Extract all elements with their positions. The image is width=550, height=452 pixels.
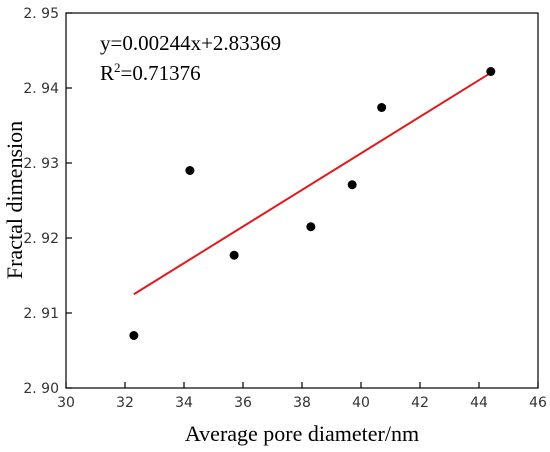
data-point <box>129 331 139 340</box>
x-tick-label: 42 <box>411 395 429 411</box>
y-tick-label: 2. 95 <box>23 6 59 22</box>
data-point <box>185 166 195 175</box>
r-squared-value: =0.71376 <box>121 61 201 85</box>
data-point <box>229 250 239 260</box>
equation-annotation: y=0.00244x+2.83369 <box>100 31 281 55</box>
r-squared-annotation: R2=0.71376 <box>100 60 201 85</box>
y-tick-label: 2. 92 <box>23 231 59 247</box>
x-tick-label: 40 <box>352 395 370 411</box>
x-axis-title: Average pore diameter/nm <box>185 421 419 446</box>
tick-labels: 30 32 34 36 38 40 42 44 46 2. 90 2. 91 2. 92 2. 93 2.… <box>23 6 547 411</box>
data-point <box>486 67 496 76</box>
data-point <box>377 103 387 112</box>
x-tick-label: 44 <box>470 395 488 411</box>
y-tick-label: 2. 94 <box>23 81 59 97</box>
y-axis-title: Fractal dimension <box>2 121 27 279</box>
axis-ticks <box>65 12 539 389</box>
data-point <box>347 180 357 190</box>
x-tick-label: 30 <box>57 395 75 411</box>
x-tick-label: 38 <box>293 395 311 411</box>
r-squared-prefix: R <box>100 61 114 85</box>
r-squared-superscript: 2 <box>114 60 121 75</box>
y-tick-label: 2. 93 <box>23 156 59 172</box>
fit-line <box>133 71 492 296</box>
x-tick-label: 34 <box>175 395 193 411</box>
data-points <box>129 67 496 340</box>
y-tick-label: 2. 91 <box>23 306 59 322</box>
x-tick-label: 32 <box>116 395 134 411</box>
x-tick-label: 46 <box>529 395 547 411</box>
x-tick-label: 36 <box>234 395 252 411</box>
y-tick-label: 2. 90 <box>23 381 59 397</box>
data-point <box>306 222 316 232</box>
